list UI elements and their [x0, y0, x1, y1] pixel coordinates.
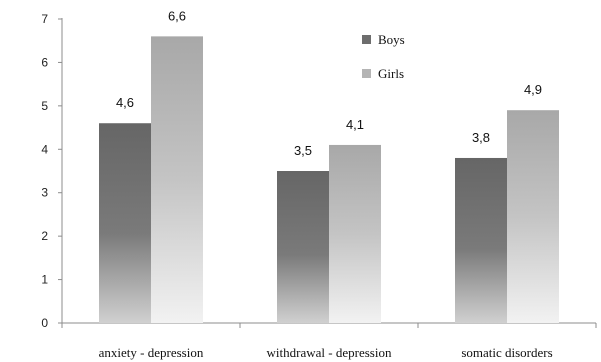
data-label: 3,8 [472, 130, 490, 145]
bar-boys [455, 157, 507, 323]
y-tick-label: 5 [41, 99, 48, 113]
legend-label-girls: Girls [378, 66, 404, 81]
bar-girls [151, 36, 203, 323]
bar-boys [277, 171, 329, 323]
y-tick-label: 6 [41, 55, 48, 69]
data-label: 4,1 [346, 117, 364, 132]
legend-label-boys: Boys [378, 32, 405, 47]
x-category-label: anxiety - depression [99, 345, 204, 360]
x-category-label: somatic disorders [461, 345, 552, 360]
bar-girls [329, 144, 381, 323]
legend-swatch-boys [362, 35, 371, 44]
data-label: 6,6 [168, 8, 186, 23]
data-label: 4,6 [116, 95, 134, 110]
y-tick-label: 7 [41, 12, 48, 26]
y-tick-label: 1 [41, 273, 48, 287]
bars [99, 36, 559, 323]
legend: Boys Girls [362, 32, 405, 81]
data-label: 3,5 [294, 143, 312, 158]
y-tick-label: 3 [41, 186, 48, 200]
y-tick-label: 4 [41, 142, 48, 156]
x-category-label: withdrawal - depression [267, 345, 392, 360]
bar-boys [99, 123, 151, 323]
y-tick-label: 0 [41, 316, 48, 330]
bar-girls [507, 110, 559, 323]
y-tick-label: 2 [41, 229, 48, 243]
data-label: 4,9 [524, 82, 542, 97]
data-labels: 4,6 6,6 3,5 4,1 3,8 4,9 [116, 8, 542, 158]
legend-swatch-girls [362, 69, 371, 78]
